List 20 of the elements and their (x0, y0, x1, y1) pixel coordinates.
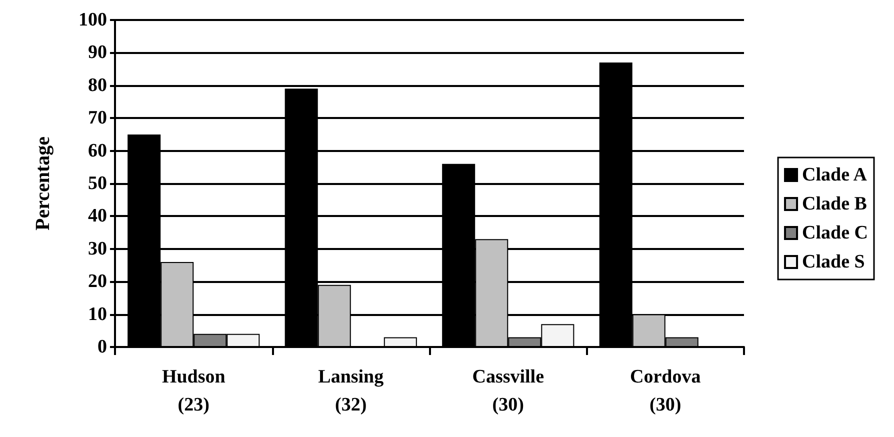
x-tick-label: Cordova (30) (630, 366, 702, 416)
y-tick-label: 10 (88, 304, 107, 325)
y-tick-label: 20 (88, 271, 107, 292)
y-tick-label: 40 (88, 206, 107, 227)
y-tick-label: 30 (88, 238, 107, 260)
y-tick-label: 70 (88, 108, 107, 129)
y-tick-label: 50 (88, 173, 107, 194)
x-tick-label: Hudson (23) (162, 366, 226, 416)
y-tick-label: 100 (78, 10, 107, 30)
y-tick-label: 80 (88, 74, 107, 96)
x-tick-label: Lansing (32) (318, 366, 384, 416)
y-tick-label: 90 (88, 42, 107, 64)
legend-label: Clade S (802, 252, 865, 272)
legend-label: Clade B (802, 194, 868, 214)
x-tick-label: Cassville (30) (472, 366, 544, 416)
y-axis-title: Percentage (32, 136, 54, 231)
y-tick-label: 60 (88, 140, 107, 162)
legend-label: Clade C (802, 222, 868, 244)
legend-label: Clade A (802, 164, 868, 186)
y-tick-label: 0 (98, 336, 107, 358)
